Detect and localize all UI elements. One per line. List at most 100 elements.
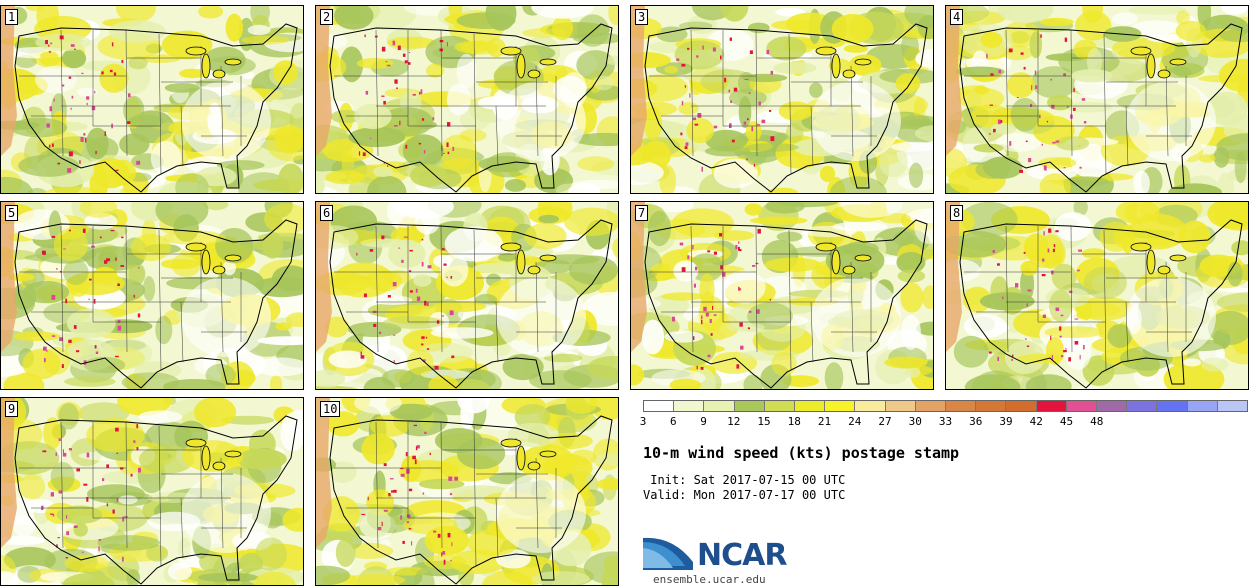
- strong-wind-cell: [86, 96, 90, 100]
- wind-field-patch: [901, 32, 919, 61]
- wind-speed-map: [316, 202, 618, 389]
- coastal-wind-strip: [631, 202, 647, 352]
- strong-wind-cell: [94, 345, 97, 349]
- strong-wind-cell: [702, 45, 704, 50]
- strong-wind-cell: [373, 323, 377, 327]
- wind-field-patch: [963, 314, 1007, 339]
- strong-wind-cell: [56, 544, 58, 548]
- strong-wind-cell: [1064, 37, 1068, 42]
- strong-wind-cell: [116, 452, 118, 454]
- strong-wind-cell: [397, 45, 401, 50]
- colorbar-swatch: [644, 401, 675, 411]
- wind-field-patch: [570, 449, 597, 466]
- wind-field-patch: [1010, 97, 1040, 132]
- strong-wind-cell: [59, 337, 63, 341]
- wind-field-patch: [394, 202, 454, 219]
- strong-wind-cell: [419, 91, 421, 95]
- strong-wind-cell: [719, 233, 723, 237]
- coastal-wind-strip: [946, 6, 962, 156]
- wind-field-patch: [908, 162, 924, 188]
- wind-field-patch: [605, 55, 618, 66]
- strong-wind-cell: [1042, 314, 1046, 318]
- wind-field-patch: [973, 143, 1004, 153]
- strong-wind-cell: [393, 125, 398, 127]
- wind-field-patch: [1231, 240, 1248, 256]
- wind-field-patch: [744, 143, 799, 152]
- colorbar-tick-label: 48: [1090, 415, 1104, 428]
- strong-wind-cell: [1020, 52, 1024, 55]
- strong-wind-cell: [52, 513, 55, 517]
- wind-field-patch: [203, 202, 229, 211]
- wind-field-patch: [1020, 267, 1035, 301]
- strong-wind-cell: [736, 364, 740, 369]
- strong-wind-cell: [420, 89, 423, 95]
- strong-wind-cell: [709, 319, 712, 323]
- great-lake: [527, 461, 541, 471]
- wind-field-patch: [726, 322, 765, 332]
- strong-wind-cell: [749, 50, 753, 54]
- state-boundary: [440, 29, 443, 157]
- state-boundary: [375, 225, 379, 353]
- strong-wind-cell: [58, 490, 63, 494]
- wind-field-patch: [1164, 66, 1192, 78]
- state-boundary: [850, 65, 854, 157]
- strong-wind-cell: [676, 58, 680, 61]
- wind-field-patch: [905, 208, 933, 223]
- great-lake: [201, 445, 211, 471]
- state-boundary: [495, 301, 499, 363]
- member-number-label: 6: [320, 205, 334, 221]
- strong-wind-cell: [998, 69, 1001, 74]
- coastline: [644, 23, 928, 193]
- wind-field-patch: [576, 50, 615, 81]
- strong-wind-cell: [80, 137, 84, 142]
- strong-wind-cell: [452, 146, 455, 151]
- strong-wind-cell: [114, 355, 119, 358]
- strong-wind-cell: [83, 133, 86, 136]
- state-boundary: [1070, 29, 1073, 157]
- wind-speed-map: [1, 398, 303, 585]
- wind-field-patch: [354, 103, 392, 130]
- wind-field-patch: [747, 302, 793, 330]
- coastal-wind-strip: [316, 398, 332, 548]
- wind-speed-map: [631, 202, 933, 389]
- strong-wind-cell: [76, 350, 80, 353]
- coastline: [644, 219, 928, 389]
- strong-wind-cell: [51, 335, 56, 337]
- init-time: Init: Sat 2017-07-15 00 UTC: [643, 473, 846, 487]
- strong-wind-cell: [117, 283, 120, 286]
- strong-wind-cell: [695, 266, 698, 271]
- strong-wind-cell: [106, 503, 109, 507]
- great-lake: [224, 58, 242, 66]
- strong-wind-cell: [88, 298, 90, 300]
- strong-wind-cell: [1051, 270, 1054, 275]
- strong-wind-cell: [95, 351, 99, 354]
- great-lake: [500, 46, 522, 56]
- strong-wind-cell: [1043, 231, 1045, 236]
- strong-wind-cell: [381, 521, 383, 527]
- colorbar-ticks: 3 6 9 12 15 18 21 24 27 30 33 36 39 42 45 48: [640, 415, 1248, 429]
- strong-wind-cell: [447, 151, 450, 155]
- strong-wind-cell: [730, 100, 732, 103]
- strong-wind-cell: [109, 69, 113, 73]
- strong-wind-cell: [115, 427, 119, 432]
- strong-wind-cell: [1031, 85, 1033, 91]
- strong-wind-cell: [426, 348, 430, 350]
- strong-wind-cell: [361, 513, 366, 515]
- wind-field-patch: [997, 6, 1054, 24]
- wind-field-patch: [776, 231, 803, 242]
- strong-wind-cell: [1041, 274, 1046, 277]
- strong-wind-cell: [102, 478, 105, 482]
- state-boundary: [440, 421, 443, 549]
- colorbar-swatch: [915, 401, 947, 411]
- member-number-label: 10: [320, 401, 341, 417]
- ncar-logo-icon: [643, 537, 693, 570]
- strong-wind-cell: [448, 476, 453, 481]
- great-lake: [201, 249, 211, 275]
- wind-field-patch: [335, 538, 356, 567]
- strong-wind-cell: [137, 313, 141, 318]
- strong-wind-cell: [405, 144, 408, 149]
- state-boundary: [495, 105, 499, 167]
- wind-field-patch: [61, 48, 87, 69]
- strong-wind-cell: [988, 133, 991, 135]
- strong-wind-cell: [402, 53, 406, 57]
